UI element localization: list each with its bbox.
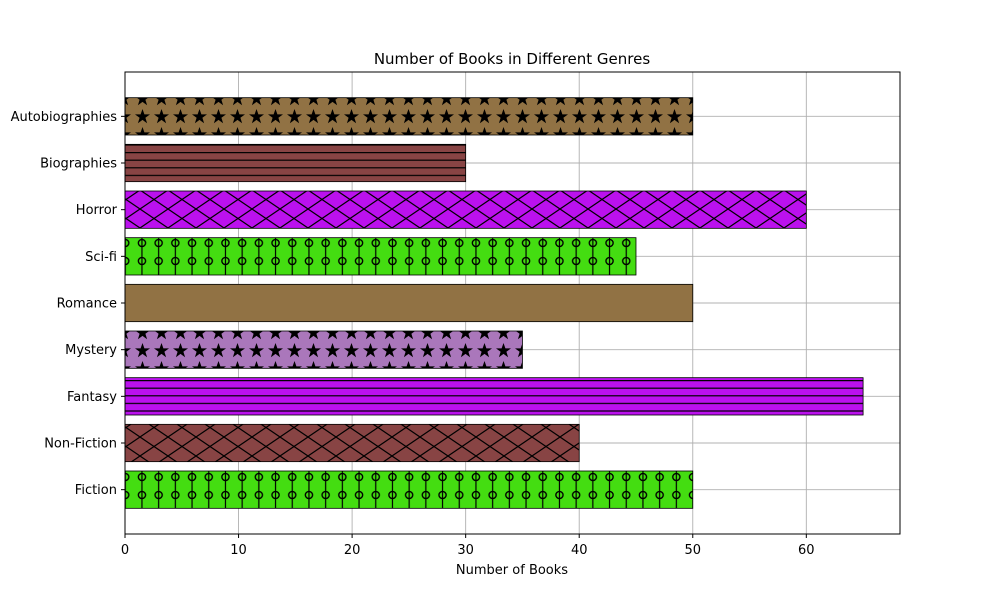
x-tick-label: 0 — [121, 543, 129, 558]
y-tick-label: Mystery — [65, 343, 117, 358]
x-tick-label: 50 — [684, 543, 701, 558]
y-tick-label: Horror — [76, 203, 118, 218]
bar-fiction — [124, 470, 694, 509]
bar-horror — [124, 190, 807, 229]
y-tick-label: Non-Fiction — [44, 437, 117, 452]
y-tick-label: Romance — [57, 297, 117, 312]
x-axis-label: Number of Books — [456, 563, 568, 578]
y-tick-label: Autobiographies — [11, 110, 118, 125]
bar-autobiographies — [124, 97, 694, 136]
y-tick-label: Biographies — [40, 157, 117, 172]
bar-biographies — [124, 143, 467, 183]
x-tick-label: 40 — [571, 543, 588, 558]
bar-non-fiction — [124, 423, 580, 463]
y-tick-label: Sci-fi — [85, 250, 117, 265]
bar-fantasy — [124, 377, 864, 416]
bar-romance — [124, 283, 694, 323]
y-tick-label: Fantasy — [67, 390, 117, 405]
chart-title: Number of Books in Different Genres — [374, 50, 651, 68]
x-tick-label: 10 — [230, 543, 247, 558]
x-tick-label: 60 — [798, 543, 815, 558]
bar-sci-fi — [124, 237, 637, 276]
x-tick-label: 30 — [457, 543, 474, 558]
bar-mystery — [124, 330, 523, 369]
y-tick-label: Fiction — [75, 483, 117, 498]
x-tick-label: 20 — [344, 543, 361, 558]
